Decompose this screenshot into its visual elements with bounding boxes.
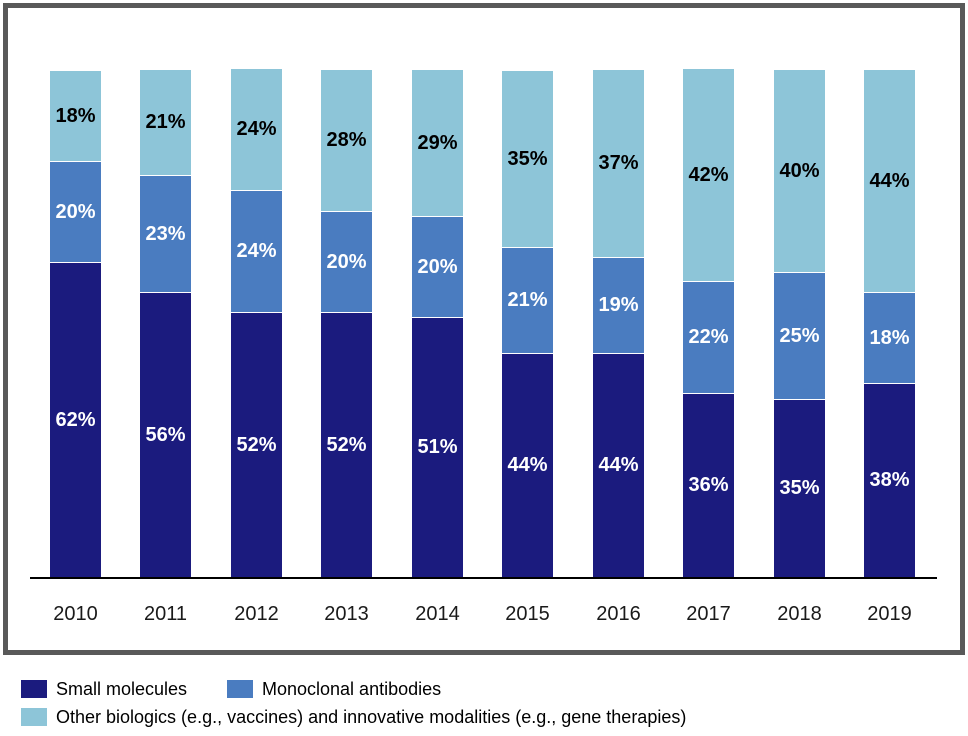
bar-value-label: 19% [598,294,639,316]
bar-segment-2010-series-1: 20% [50,162,101,263]
legend-row-1: Small molecules Monoclonal antibodies [21,678,951,700]
bar-segment-2019-series-2: 44% [864,70,915,293]
bar-segment-2018-series-2: 40% [774,70,825,273]
legend-swatch-monoclonal-antibodies [227,680,253,698]
x-axis-label-2012: 2012 [234,603,279,625]
bar-value-label: 28% [326,129,367,151]
bar-column-2015: 35% 21% 44% [502,71,553,577]
bar-value-label: 44% [869,169,910,192]
bar-value-label: 42% [688,163,729,186]
bar-segment-2011-series-2: 21% [140,70,191,176]
bar-value-label: 36% [688,474,729,496]
bar-segment-2019-series-0: 38% [864,384,915,577]
bar-segment-2013-series-2: 28% [321,70,372,212]
bar-segment-2017-series-1: 22% [683,282,734,394]
bar-column-2018: 40% 25% 35% [774,70,825,577]
bar-value-label: 21% [145,111,186,133]
x-axis-label-2017: 2017 [686,603,731,625]
bar-value-label: 35% [779,477,820,499]
bar-value-label: 23% [145,222,186,245]
bar-column-2017: 42% 22% 36% [683,69,734,577]
x-axis-label-2011: 2011 [143,603,187,625]
bar-segment-2013-series-0: 52% [321,313,372,577]
bar-segment-2016-series-1: 19% [593,258,644,354]
x-axis-label-2019: 2019 [867,603,912,625]
bar-column-2013: 28% 20% 52% [321,70,372,577]
x-axis-label-2010: 2010 [53,603,98,625]
bar-value-label: 22% [688,326,729,348]
bar-segment-2015-series-1: 21% [502,248,553,354]
bar-segment-2012-series-1: 24% [231,191,282,313]
bar-value-label: 38% [869,469,910,491]
bar-value-label: 18% [869,326,910,349]
legend-swatch-small-molecules [21,680,47,698]
bar-segment-2014-series-1: 20% [412,217,463,318]
x-axis-label-2013: 2013 [324,603,369,625]
bar-value-label: 40% [779,159,820,182]
bar-segment-2011-series-1: 23% [140,176,191,293]
bar-value-label: 44% [507,454,548,476]
bar-value-label: 37% [598,152,639,174]
x-axis-label-2018: 2018 [777,603,822,625]
bar-column-2011: 21% 23% 56% [140,70,191,577]
bar-segment-2018-series-0: 35% [774,400,825,577]
bar-segment-2015-series-2: 35% [502,71,553,248]
bar-column-2019: 44% 18% 38% [864,70,915,577]
bar-column-2010: 18% 20% 62% [50,71,101,577]
bar-value-label: 52% [236,433,277,456]
bar-value-label: 21% [507,289,548,311]
bar-column-2014: 29% 20% 51% [412,70,463,577]
bar-value-label: 24% [236,240,277,262]
bar-value-label: 20% [417,255,458,278]
x-axis-label-2015: 2015 [505,603,550,625]
bar-segment-2016-series-2: 37% [593,70,644,258]
legend: Small molecules Monoclonal antibodies Ot… [21,678,951,728]
bar-value-label: 35% [507,147,548,170]
bar-segment-2014-series-2: 29% [412,70,463,217]
bar-value-label: 51% [417,436,458,458]
bar-value-label: 44% [598,454,639,476]
bar-value-label: 52% [326,433,367,456]
bar-segment-2010-series-0: 62% [50,263,101,577]
bar-segment-2017-series-2: 42% [683,69,734,282]
bar-segment-2012-series-2: 24% [231,69,282,191]
bar-value-label: 25% [779,324,820,347]
bar-segment-2012-series-0: 52% [231,313,282,577]
x-axis-label-2014: 2014 [415,603,460,625]
bar-column-2016: 37% 19% 44% [593,70,644,577]
legend-label-other-biologics: Other biologics (e.g., vaccines) and inn… [56,707,687,727]
x-axis-line [30,577,937,579]
legend-label-small-molecules: Small molecules [56,679,188,699]
legend-swatch-other-biologics [21,708,47,726]
legend-item-monoclonal-antibodies: Monoclonal antibodies [227,678,441,700]
bar-segment-2015-series-0: 44% [502,354,553,577]
bar-value-label: 18% [55,104,96,127]
legend-label-monoclonal-antibodies: Monoclonal antibodies [262,679,442,699]
bar-segment-2014-series-0: 51% [412,318,463,577]
bar-segment-2019-series-1: 18% [864,293,915,384]
bar-column-2012: 24% 24% 52% [231,69,282,577]
bar-value-label: 62% [55,408,96,431]
bar-segment-2018-series-1: 25% [774,273,825,400]
x-axis-label-2016: 2016 [596,603,641,625]
bar-value-label: 29% [417,131,458,154]
bar-segment-2011-series-0: 56% [140,293,191,577]
bar-segment-2010-series-2: 18% [50,71,101,162]
bar-value-label: 56% [145,423,186,446]
bar-value-label: 24% [236,118,277,140]
bar-value-label: 20% [326,250,367,273]
bar-segment-2017-series-0: 36% [683,394,734,577]
legend-item-small-molecules: Small molecules [21,678,187,700]
bar-segment-2013-series-1: 20% [321,212,372,313]
legend-row-2: Other biologics (e.g., vaccines) and inn… [21,706,951,728]
legend-item-other-biologics: Other biologics (e.g., vaccines) and inn… [21,706,686,728]
bar-value-label: 20% [55,200,96,223]
bar-segment-2016-series-0: 44% [593,354,644,577]
